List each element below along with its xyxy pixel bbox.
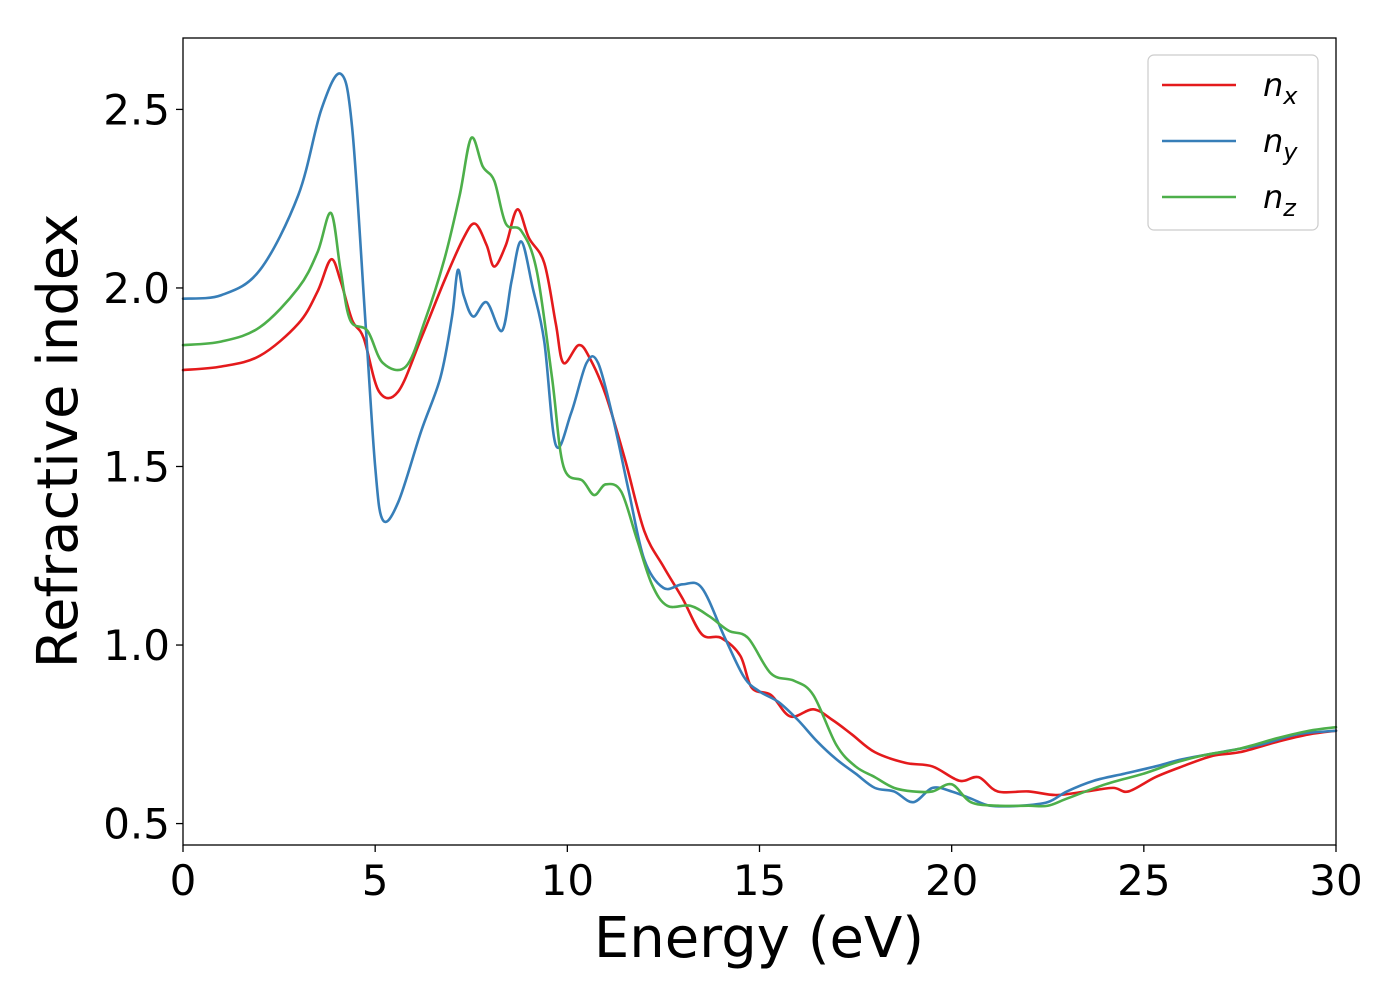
plot-background <box>183 38 1336 845</box>
x-axis-ticks: 0 5 10 15 20 25 30 <box>170 845 1363 905</box>
legend-label-main: n <box>1263 178 1283 216</box>
legend-label-z: nz <box>1263 178 1297 222</box>
y-tick-label: 2.5 <box>103 85 170 134</box>
x-tick-label: 20 <box>925 856 978 905</box>
y-axis-title: Refractive index <box>26 214 91 669</box>
x-tick-label: 15 <box>733 856 786 905</box>
legend-label-x: nx <box>1263 66 1298 110</box>
series-layer <box>181 72 1338 808</box>
y-tick-label: 2.0 <box>103 264 170 313</box>
legend-label-sub: y <box>1282 138 1298 166</box>
y-axis-ticks: 0.5 1.0 1.5 2.0 2.5 <box>103 85 183 849</box>
legend-label-main: n <box>1263 122 1283 160</box>
x-tick-label: 5 <box>362 856 389 905</box>
x-tick-label: 0 <box>170 856 197 905</box>
x-axis-title: Energy (eV) <box>594 906 924 971</box>
x-tick-label: 10 <box>541 856 594 905</box>
legend-label-y: ny <box>1263 122 1298 166</box>
legend-label-sub: x <box>1282 82 1298 110</box>
y-tick-label: 1.5 <box>103 442 170 491</box>
x-tick-label: 30 <box>1309 856 1362 905</box>
series-line-z <box>181 136 1338 808</box>
legend-box <box>1147 54 1319 231</box>
y-tick-label: 1.0 <box>103 621 170 670</box>
series-line-x <box>181 208 1338 797</box>
x-tick-label: 25 <box>1117 856 1170 905</box>
y-tick-label: 0.5 <box>103 800 170 849</box>
legend-label-sub: z <box>1282 194 1297 222</box>
legend-label-main: n <box>1263 66 1283 104</box>
